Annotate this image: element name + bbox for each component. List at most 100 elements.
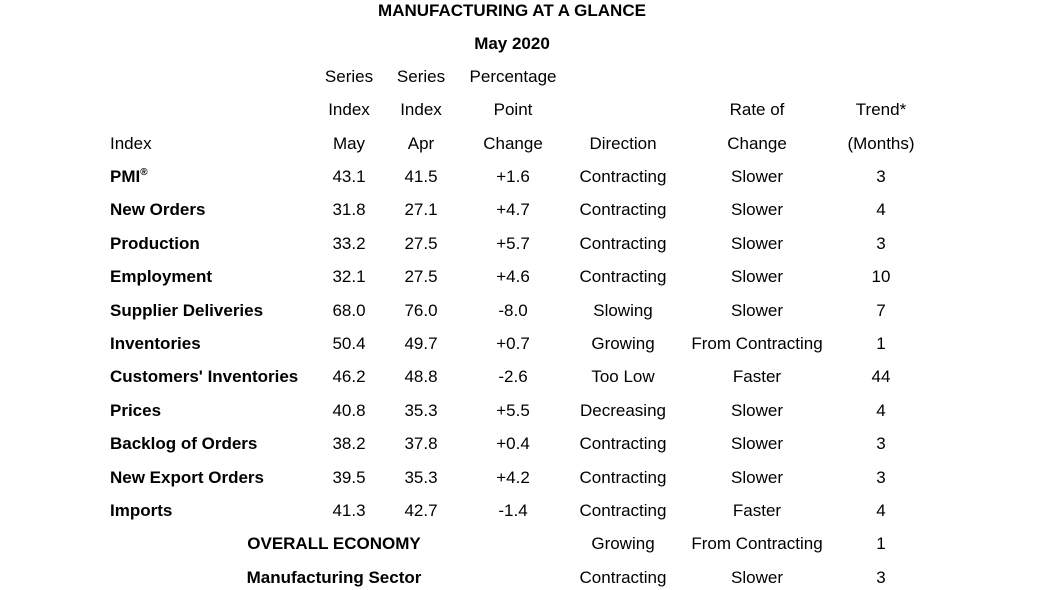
overall-row-direction: Contracting <box>579 568 667 587</box>
registered-mark: ® <box>140 167 148 178</box>
row-trend: 3 <box>876 167 886 186</box>
row-index-label: Employment <box>110 267 213 286</box>
row-direction: Contracting <box>579 200 667 219</box>
row-index-label: New Orders <box>110 200 206 219</box>
row-index-label: Prices <box>110 401 162 420</box>
row-trend: 4 <box>876 501 886 520</box>
row-change-value: +5.5 <box>496 401 530 420</box>
header-series-may: May <box>332 134 366 153</box>
row-may-value: 43.1 <box>332 167 366 186</box>
row-change-value: -2.6 <box>498 367 528 386</box>
row-apr-value: 42.7 <box>404 501 438 520</box>
row-rate-of-change: Slower <box>731 200 783 219</box>
row-may-value: 68.0 <box>332 301 366 320</box>
header-series-apr: Series <box>396 67 446 86</box>
row-index-text: PMI <box>110 167 141 186</box>
row-direction: Contracting <box>579 468 667 487</box>
row-change-value: +0.4 <box>496 434 530 453</box>
row-rate-of-change: From Contracting <box>691 334 823 353</box>
row-change-value: +4.2 <box>496 468 530 487</box>
row-direction: Contracting <box>579 167 667 186</box>
row-index-label: Production <box>110 234 200 253</box>
row-trend: 3 <box>876 434 886 453</box>
row-may-value: 33.2 <box>332 234 366 253</box>
row-trend: 3 <box>876 468 886 487</box>
row-may-value: 39.5 <box>332 468 366 487</box>
header-series-apr: Apr <box>407 134 435 153</box>
table-title: MANUFACTURING AT A GLANCE <box>378 1 646 20</box>
row-direction: Decreasing <box>580 401 666 420</box>
row-change-value: +1.6 <box>496 167 530 186</box>
row-index-label: Supplier Deliveries <box>110 301 264 320</box>
header-pct-change: Point <box>493 100 533 119</box>
overall-row-trend: 3 <box>876 568 886 587</box>
row-apr-value: 49.7 <box>404 334 438 353</box>
header-series-apr: Index <box>400 100 442 119</box>
row-change-value: +4.6 <box>496 267 530 286</box>
row-rate-of-change: Slower <box>731 167 783 186</box>
header-trend: Trend* <box>855 100 907 119</box>
header-rate-of-change: Rate of <box>729 100 785 119</box>
row-trend: 10 <box>871 267 891 286</box>
row-index-label: PMI® <box>110 167 148 187</box>
overall-row-label: Manufacturing Sector <box>246 568 422 587</box>
row-may-value: 41.3 <box>332 501 366 520</box>
row-rate-of-change: Slower <box>731 234 783 253</box>
row-direction: Contracting <box>579 434 667 453</box>
row-trend: 3 <box>876 234 886 253</box>
row-direction: Slowing <box>593 301 653 320</box>
row-may-value: 38.2 <box>332 434 366 453</box>
row-trend: 4 <box>876 401 886 420</box>
row-apr-value: 27.1 <box>404 200 438 219</box>
row-rate-of-change: Slower <box>731 401 783 420</box>
row-direction: Contracting <box>579 267 667 286</box>
row-apr-value: 76.0 <box>404 301 438 320</box>
row-apr-value: 37.8 <box>404 434 438 453</box>
row-trend: 7 <box>876 301 886 320</box>
row-may-value: 40.8 <box>332 401 366 420</box>
row-index-label: Imports <box>110 501 173 520</box>
row-rate-of-change: Slower <box>731 267 783 286</box>
row-index-label: Customers' Inventories <box>110 367 299 386</box>
row-direction: Contracting <box>579 501 667 520</box>
row-direction: Too Low <box>591 367 655 386</box>
row-change-value: -1.4 <box>498 501 528 520</box>
row-apr-value: 48.8 <box>404 367 438 386</box>
overall-row-rate: From Contracting <box>691 534 823 553</box>
row-rate-of-change: Faster <box>732 501 782 520</box>
header-index: Index <box>110 134 152 153</box>
header-direction: Direction <box>589 134 657 153</box>
overall-row-direction: Growing <box>591 534 655 553</box>
header-rate-of-change: Change <box>727 134 787 153</box>
row-change-value: -8.0 <box>498 301 528 320</box>
row-change-value: +5.7 <box>496 234 530 253</box>
row-rate-of-change: Slower <box>731 468 783 487</box>
row-may-value: 50.4 <box>332 334 366 353</box>
row-apr-value: 35.3 <box>404 468 438 487</box>
row-index-label: Backlog of Orders <box>110 434 258 453</box>
row-rate-of-change: Slower <box>731 434 783 453</box>
overall-row-rate: Slower <box>731 568 783 587</box>
row-rate-of-change: Faster <box>732 367 782 386</box>
row-change-value: +0.7 <box>496 334 530 353</box>
table-subtitle: May 2020 <box>474 34 550 53</box>
header-pct-change: Percentage <box>469 67 557 86</box>
row-may-value: 46.2 <box>332 367 366 386</box>
header-trend: (Months) <box>847 134 915 153</box>
row-direction: Growing <box>591 334 655 353</box>
row-rate-of-change: Slower <box>731 301 783 320</box>
header-series-may: Series <box>324 67 374 86</box>
overall-row-trend: 1 <box>876 534 886 553</box>
header-pct-change: Change <box>483 134 543 153</box>
header-series-may: Index <box>328 100 370 119</box>
row-apr-value: 41.5 <box>404 167 438 186</box>
row-direction: Contracting <box>579 234 667 253</box>
row-index-label: Inventories <box>110 334 201 353</box>
row-apr-value: 35.3 <box>404 401 438 420</box>
row-may-value: 32.1 <box>332 267 366 286</box>
overall-row-label: OVERALL ECONOMY <box>247 534 421 553</box>
row-change-value: +4.7 <box>496 200 530 219</box>
row-trend: 1 <box>876 334 886 353</box>
row-may-value: 31.8 <box>332 200 366 219</box>
row-trend: 44 <box>871 367 891 386</box>
